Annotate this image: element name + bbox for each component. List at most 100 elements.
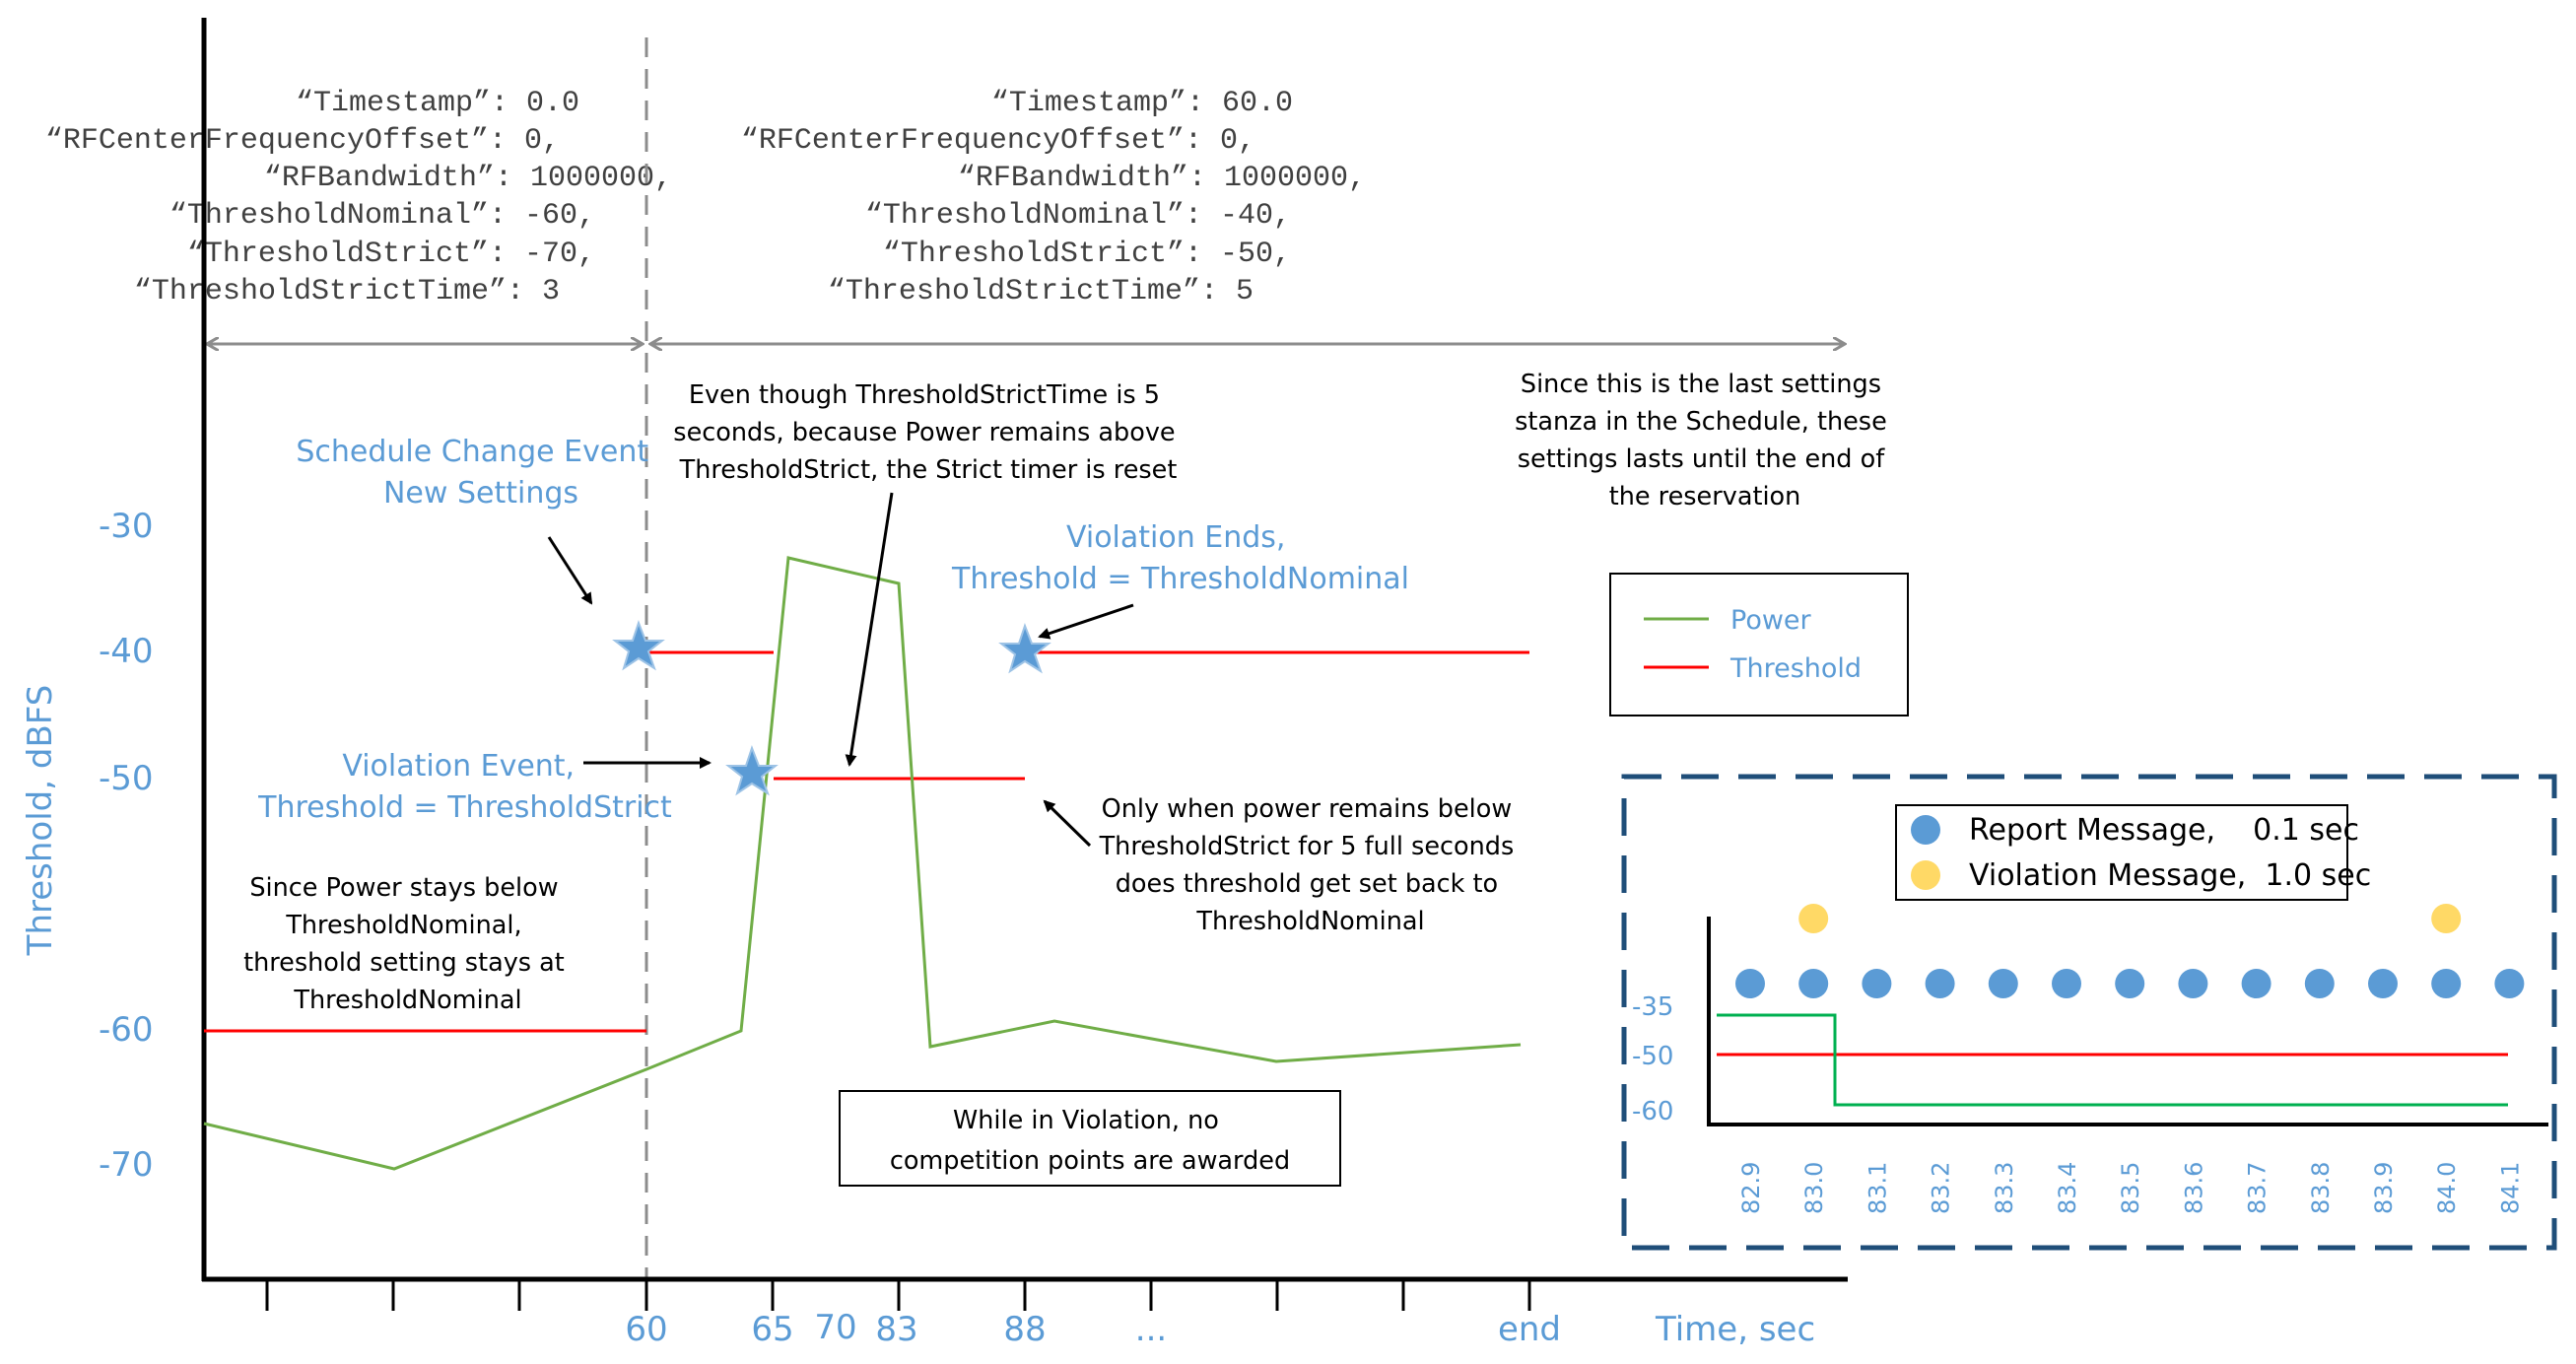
y-axis-label: Threshold, dBFS (21, 685, 60, 957)
below-nominal-note: Since Power stays below ThresholdNominal… (243, 873, 573, 1015)
violation-event-annotation: Violation Event, Threshold = ThresholdSt… (257, 749, 672, 825)
inset-x-tick-label: 83.4 (2054, 1162, 2081, 1214)
inset-x-tick-label: 83.3 (1991, 1162, 2018, 1214)
inset-x-tick-label: 83.2 (1928, 1162, 1955, 1214)
inset-x-tick-label: 83.7 (2244, 1162, 2271, 1214)
report-message-dot (2368, 969, 2398, 998)
report-message-dot (1925, 969, 1955, 998)
schedule-change-line-2: New Settings (383, 476, 578, 511)
settings-left: “Timestamp”: 0.0 “RFCenterFrequencyOffse… (45, 87, 690, 308)
report-message-dot (1798, 969, 1829, 998)
x-tick-label: 70 (814, 1308, 856, 1347)
x-tick-label: 65 (751, 1310, 793, 1349)
violation-ends-annotation: Violation Ends, Threshold = ThresholdNom… (951, 520, 1409, 596)
x-tick-label: ... (1135, 1310, 1167, 1349)
schedule-change-line-1: Schedule Change Event (296, 435, 648, 469)
only-when-arrow (1043, 799, 1092, 848)
inset-x-tick-label: 82.9 (1737, 1162, 1765, 1214)
last-stanza-line: Since this is the last settings (1521, 370, 1881, 399)
violation-message-label: Violation Message, 1.0 sec (1969, 858, 2371, 893)
only-when-line: ThresholdNominal (1195, 907, 1424, 936)
settings-left-line: “ThresholdNominal”: -60, (169, 199, 595, 233)
inset-x-tick-label: 83.6 (2180, 1162, 2207, 1214)
x-axis-ticks (265, 1279, 1531, 1311)
violation-message-dot (2431, 904, 2462, 933)
schedule-change-annotation: Schedule Change Event New Settings (296, 435, 657, 511)
last-stanza-note: Since this is the last settings stanza i… (1515, 370, 1895, 512)
inset-power-line (1717, 1013, 2508, 1107)
below-nominal-line: threshold setting stays at (243, 948, 565, 978)
strict-timer-arrow (845, 492, 894, 767)
report-message-dot (2178, 969, 2208, 998)
settings-right-line: “ThresholdStrict”: -50, (883, 238, 1291, 271)
inset-x-tick-label: 83.5 (2117, 1162, 2144, 1214)
inset-y-tick-label: -35 (1632, 992, 1673, 1022)
inset-y-tick-label: -50 (1632, 1042, 1673, 1071)
report-message-swatch (1911, 815, 1940, 845)
last-stanza-line: the reservation (1609, 482, 1801, 512)
strict-timer-line: ThresholdStrict, the Strict timer is res… (679, 455, 1178, 485)
schedule-change-star (612, 620, 665, 671)
threshold-series (204, 650, 1529, 1033)
report-message-dot (2494, 969, 2525, 998)
below-nominal-line: ThresholdNominal (293, 986, 521, 1015)
inset-x-tick-label: 83.1 (1864, 1162, 1891, 1214)
no-points-line: competition points are awarded (890, 1146, 1290, 1176)
only-when-line: ThresholdStrict for 5 full seconds (1099, 832, 1515, 861)
inset-x-tick-label: 83.8 (2307, 1162, 2335, 1214)
inset-message-markers (1735, 904, 2525, 998)
x-axis-label: Time, sec (1655, 1310, 1815, 1349)
violation-event-line-1: Violation Event, (342, 749, 575, 784)
report-message-dot (2304, 969, 2335, 998)
report-message-label: Report Message, 0.1 sec (1969, 813, 2359, 848)
report-message-dot (2431, 969, 2462, 998)
only-when-note: Only when power remains below ThresholdS… (1099, 794, 1523, 936)
settings-right-line: “ThresholdStrictTime”: 5 (828, 275, 1254, 308)
inset-x-tick-label: 83.0 (1800, 1162, 1828, 1214)
only-when-line: does threshold get set back to (1116, 869, 1498, 899)
last-stanza-line: stanza in the Schedule, these (1515, 407, 1887, 437)
settings-left-line: “RFBandwidth”: 1000000, (264, 162, 672, 195)
settings-right-line: “Timestamp”: 60.0 (991, 87, 1293, 120)
report-message-dot (2052, 969, 2081, 998)
settings-right: “Timestamp”: 60.0 “RFCenterFrequencyOffs… (741, 87, 1384, 308)
annotation-arrows (547, 492, 1134, 848)
y-tick-labels: -30 -40 -50 -60 -70 (99, 507, 154, 1185)
violation-ends-star (998, 623, 1051, 674)
x-tick-label: 60 (625, 1310, 667, 1349)
settings-right-line: “RFBandwidth”: 1000000, (958, 162, 1366, 195)
violation-event-line-2: Threshold = ThresholdStrict (257, 790, 672, 825)
settings-left-line: “Timestamp”: 0.0 (296, 87, 579, 120)
violation-ends-line-1: Violation Ends, (1066, 520, 1285, 555)
violation-ends-arrow (1038, 603, 1134, 640)
y-tick-label: -70 (99, 1145, 154, 1185)
inset-chart: Report Message, 0.1 sec Violation Messag… (1621, 774, 2557, 1251)
inset-legend-box (1895, 804, 2348, 901)
report-message-dot (1862, 969, 1892, 998)
schedule-change-arrow (547, 536, 593, 605)
inset-dashed-box (1621, 774, 2557, 1251)
inset-x-tick-label: 84.1 (2496, 1162, 2524, 1214)
legend-threshold-label: Threshold (1729, 653, 1862, 684)
inset-y-tick-label: -60 (1632, 1097, 1673, 1126)
inset-y-tick-labels: -35 -50 -60 (1632, 992, 1673, 1126)
violation-message-dot (1798, 904, 1829, 933)
strict-timer-line: seconds, because Power remains above (673, 418, 1175, 447)
only-when-line: Only when power remains below (1102, 794, 1513, 824)
report-message-dot (1735, 969, 1765, 998)
no-points-box (839, 1090, 1341, 1187)
settings-left-line: “ThresholdStrict”: -70, (187, 238, 595, 271)
y-tick-label: -60 (99, 1010, 154, 1050)
below-nominal-line: Since Power stays below (249, 873, 558, 903)
y-tick-label: -50 (99, 759, 154, 798)
y-tick-label: -30 (99, 507, 154, 546)
report-message-dot (2241, 969, 2271, 998)
settings-left-line: “RFCenterFrequencyOffset”: 0, (45, 124, 560, 158)
strict-timer-note: Even though ThresholdStrictTime is 5 sec… (673, 380, 1183, 485)
below-nominal-line: ThresholdNominal, (285, 911, 521, 940)
x-tick-label: 88 (1003, 1310, 1046, 1349)
legend-power-label: Power (1730, 605, 1812, 636)
event-stars (612, 620, 1051, 796)
inset-x-tick-label: 83.9 (2370, 1162, 2398, 1214)
